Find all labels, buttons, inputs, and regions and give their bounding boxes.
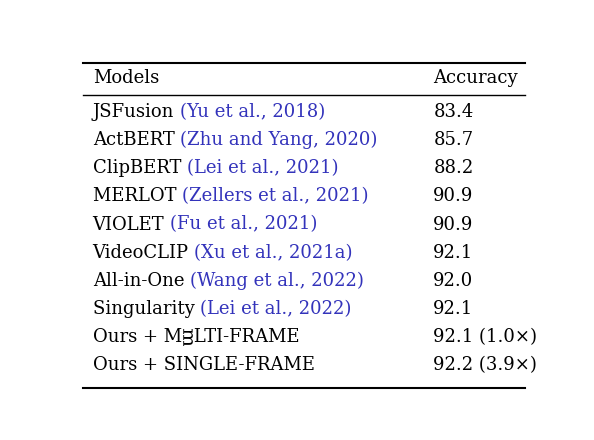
Text: (Lei et al., 2022): (Lei et al., 2022) [200, 300, 352, 318]
Text: 88.2: 88.2 [434, 159, 473, 177]
Text: (Zellers et al., 2021): (Zellers et al., 2021) [182, 187, 368, 205]
Text: All-in-One: All-in-One [93, 272, 190, 290]
Text: (Xu et al., 2021a): (Xu et al., 2021a) [194, 244, 353, 262]
Text: Ours + MᴟLTI-FRAME: Ours + MᴟLTI-FRAME [93, 328, 299, 346]
Text: VideoCLIP: VideoCLIP [93, 244, 194, 262]
Text: 92.0: 92.0 [434, 272, 473, 290]
Text: Ours + SINGLE-FRAME: Ours + SINGLE-FRAME [93, 356, 315, 374]
Text: 92.1 (1.0×): 92.1 (1.0×) [434, 328, 538, 346]
Text: 90.9: 90.9 [434, 216, 473, 234]
Text: ClipBERT: ClipBERT [93, 159, 187, 177]
Text: (Wang et al., 2022): (Wang et al., 2022) [190, 271, 364, 290]
Text: 85.7: 85.7 [434, 131, 473, 149]
Text: Accuracy: Accuracy [434, 69, 518, 87]
Text: (Lei et al., 2021): (Lei et al., 2021) [187, 159, 339, 177]
Text: 92.2 (3.9×): 92.2 (3.9×) [434, 356, 537, 374]
Text: VIOLET: VIOLET [93, 216, 170, 234]
Text: Models: Models [93, 69, 159, 87]
Text: 92.1: 92.1 [434, 300, 473, 318]
Text: (Yu et al., 2018): (Yu et al., 2018) [180, 103, 325, 121]
Text: JSFusion: JSFusion [93, 103, 180, 121]
Text: (Fu et al., 2021): (Fu et al., 2021) [170, 216, 317, 234]
Text: 90.9: 90.9 [434, 187, 473, 205]
Text: MERLOT: MERLOT [93, 187, 182, 205]
Text: 83.4: 83.4 [434, 103, 473, 121]
Text: (Zhu and Yang, 2020): (Zhu and Yang, 2020) [180, 131, 378, 149]
Text: ActBERT: ActBERT [93, 131, 180, 149]
Text: Singularity: Singularity [93, 300, 200, 318]
Text: 92.1: 92.1 [434, 244, 473, 262]
